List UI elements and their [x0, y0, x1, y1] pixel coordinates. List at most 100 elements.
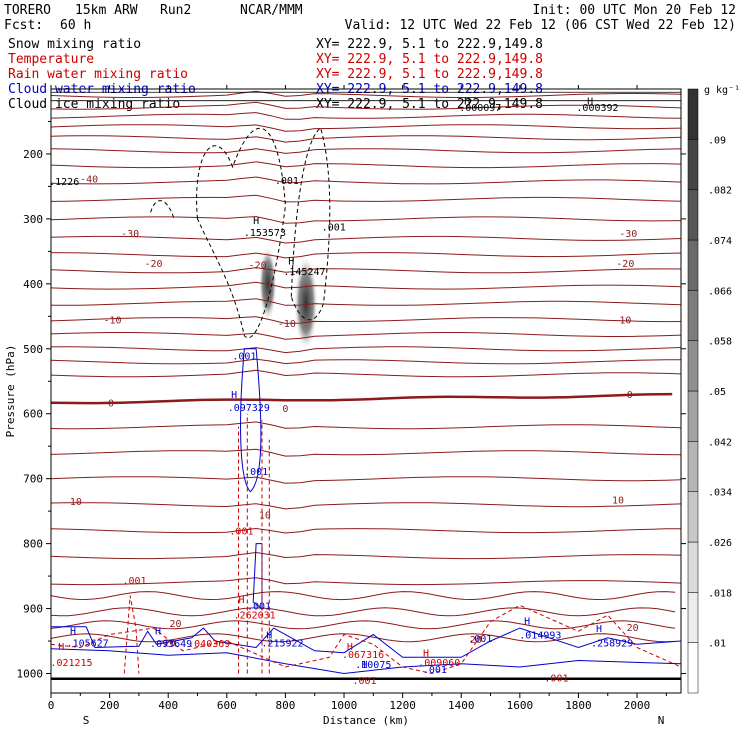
x-axis: 0 200 400 600 800 1000 1200 1400 1600 1800 2000 [48, 85, 667, 712]
plot-area: -40 -30 -30 -20 -20 -20 -10 -10 -10 0 0 0 10 10 10 20 20… [49, 90, 682, 687]
x-tick-label: 1600 [507, 699, 534, 712]
temperature-contour-label: -40 [80, 175, 98, 186]
forecast-label: Fcst: [4, 18, 43, 33]
colorbar: .01 .018 .026 .034 .042 .05 .058 .066 .074 .082 .0… [687, 85, 740, 694]
temperature-contour [50, 502, 682, 510]
cloud-water-label: .097329 [228, 403, 270, 414]
temperature-contour [50, 476, 682, 484]
temperature-contour-label: -10 [104, 316, 122, 327]
colorbar-level-label: .05 [708, 387, 726, 398]
colorbar-segment [687, 390, 699, 442]
temperature-contour [50, 148, 682, 154]
temperature-contour-label: 0 [627, 390, 633, 401]
temperature-contour [50, 176, 682, 185]
snow-contour [150, 200, 175, 220]
temperature-contour [50, 332, 682, 340]
temperature-contour-label: 10 [259, 510, 271, 521]
temperature-contour [50, 448, 682, 457]
temperature-contour [50, 358, 681, 365]
colorbar-level-label: .034 [708, 488, 732, 499]
init-time: Init: 00 UTC Mon 20 Feb 12 [533, 3, 737, 18]
temperature-contour [50, 90, 682, 98]
rain-label: H [347, 642, 353, 653]
field-name: Snow mixing ratio [8, 37, 141, 52]
field-cross-section-coords: XY= 222.9, 5.1 to 222.9,149.8 [316, 97, 543, 112]
temperature-contour-label: 20 [170, 619, 182, 630]
temperature-contour [51, 298, 682, 306]
run-name: Run2 [160, 3, 191, 18]
rain-label: H [58, 642, 64, 653]
rain-label: .001 [229, 527, 253, 538]
cloud-water-label: H [70, 627, 76, 638]
temperature-contour-label: 0 [108, 399, 114, 410]
temperature-contour [50, 135, 682, 143]
x-tick-label: 1400 [448, 699, 475, 712]
temperature-contour [50, 112, 682, 120]
colorbar-segment [687, 541, 699, 593]
model-title: TORERO [4, 3, 51, 18]
cloud-water-label: .001 [232, 351, 256, 362]
colorbar-level-label: .058 [708, 337, 732, 348]
temperature-contour-label: -10 [278, 319, 296, 330]
y-tick-label: 400 [23, 278, 43, 291]
valid-time: Valid: 12 UTC Wed 22 Feb 12 (06 CST Wed … [345, 18, 736, 33]
x-tick-label: 1800 [565, 699, 592, 712]
colorbar-level-label: .042 [708, 437, 732, 448]
colorbar-level-label: .01 [708, 639, 726, 650]
colorbar-segment [687, 189, 699, 241]
temperature-contour-label: 20 [164, 638, 176, 649]
snow-label: H [253, 216, 259, 227]
plot-frame [50, 88, 682, 694]
cloud-water-label: H [362, 660, 368, 671]
temperature-contour-label: -20 [616, 259, 634, 270]
temperature-contour [50, 252, 682, 259]
colorbar-level-label: .074 [708, 236, 732, 247]
colorbar-segment [687, 88, 699, 140]
temperature-contour [50, 527, 682, 534]
rain-label: .001 [352, 676, 376, 687]
x-tick-label: 600 [217, 699, 237, 712]
x-tick-label: 1200 [389, 699, 416, 712]
colorbar-segment [687, 491, 699, 543]
rain-label: .001 [544, 673, 568, 684]
x-tick-label: 1000 [331, 699, 358, 712]
snow-contour [196, 127, 286, 339]
x-tick-label: 200 [100, 699, 120, 712]
cloud-water-contour [51, 626, 682, 658]
x-tick-label: 400 [158, 699, 178, 712]
colorbar-level-label: .082 [708, 186, 732, 197]
cloud-water-label: .014993 [519, 631, 561, 642]
snow-label: .001 [275, 176, 299, 187]
temperature-contour [50, 281, 682, 290]
forecast-hour: 60 h [60, 18, 91, 33]
rain-label: .040369 [188, 639, 230, 650]
cloud-water-label: .258929 [591, 638, 633, 649]
colorbar-segment [687, 642, 699, 694]
field-cross-section-coords: XY= 222.9, 5.1 to 222.9,149.8 [316, 52, 543, 67]
temperature-contour [50, 216, 682, 224]
temperature-contour-label: -20 [145, 259, 163, 270]
temperature-contour [50, 316, 682, 324]
cloud-water-label: H [596, 624, 602, 635]
colorbar-segment [687, 290, 699, 341]
cloud-ice-label: H [464, 97, 470, 108]
colorbar-level-label: .066 [708, 286, 732, 297]
temperature-contour [50, 267, 682, 274]
snow-label: .145247 [283, 267, 325, 278]
temperature-contour [50, 577, 682, 586]
temperature-contour-label: -20 [249, 260, 267, 271]
cloud-water-label: .093649 [150, 639, 192, 650]
x-tick-label: 800 [275, 699, 295, 712]
field-name: Cloud ice mixing ratio [8, 97, 180, 112]
rain-contour [123, 595, 140, 674]
cloud-water-label: H [155, 627, 161, 638]
temperature-contour [50, 551, 682, 560]
snow-max-shading [293, 255, 318, 352]
y-tick-label: 800 [23, 538, 43, 551]
temperature-contour-label: -30 [121, 229, 139, 240]
colorbar-level-label: .09 [708, 135, 726, 146]
south-label: S [83, 714, 90, 727]
x-axis-label: Distance (km) [323, 714, 409, 727]
y-tick-label: 1000 [17, 668, 44, 681]
